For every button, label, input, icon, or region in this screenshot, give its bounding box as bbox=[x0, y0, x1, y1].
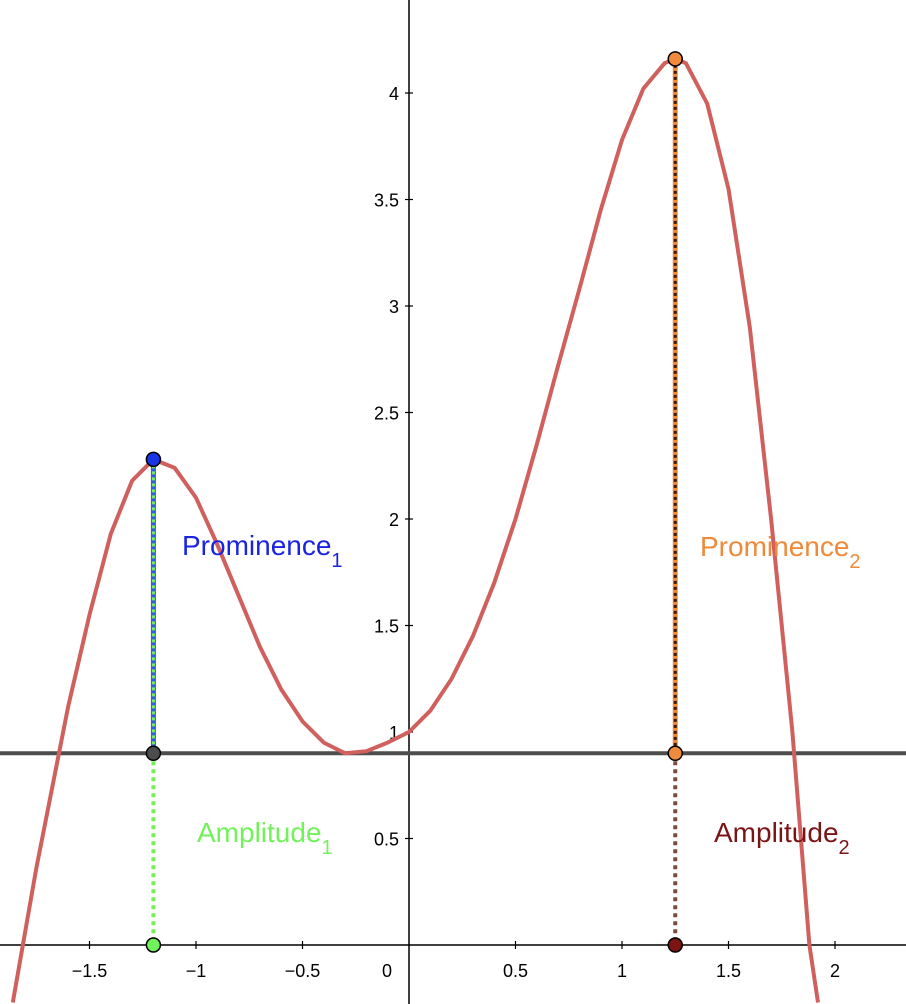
x-tick-label: −0.5 bbox=[285, 961, 321, 981]
marker-points bbox=[145, 51, 683, 953]
prominence-label: Prominence1 bbox=[182, 530, 343, 572]
y-tick-label: 3.5 bbox=[374, 191, 399, 211]
base-point bbox=[667, 745, 683, 762]
y-tick-label: 1 bbox=[389, 723, 399, 743]
x-tick-label: 1.5 bbox=[716, 961, 741, 981]
y-tick-label: 0.5 bbox=[374, 830, 399, 850]
base-point bbox=[145, 745, 162, 762]
peak-labels: Prominence1 Amplitude1 Prominence2 Amplitud… bbox=[182, 530, 861, 859]
function-curve bbox=[10, 56, 820, 1003]
x-tick-label: −1 bbox=[186, 961, 207, 981]
y-tick-label: 2.5 bbox=[374, 404, 399, 424]
foot-point bbox=[145, 937, 162, 953]
y-tick-label: 2 bbox=[389, 510, 399, 530]
peak-point bbox=[667, 51, 683, 67]
x-tick-label: 0.5 bbox=[503, 961, 528, 981]
y-tick-label: 1.5 bbox=[374, 617, 399, 637]
peak-point bbox=[145, 451, 162, 468]
prominence-label: Prominence2 bbox=[700, 531, 861, 573]
foot-point bbox=[667, 937, 683, 953]
amplitude-label: Amplitude2 bbox=[714, 817, 850, 859]
x-tick-label: 1 bbox=[617, 961, 627, 981]
x-tick-label: 2 bbox=[830, 961, 840, 981]
x-tick-label: 0 bbox=[382, 961, 392, 981]
y-tick-label: 3 bbox=[389, 297, 399, 317]
x-tick-label: −1.5 bbox=[72, 961, 108, 981]
amplitude-label: Amplitude1 bbox=[197, 817, 333, 859]
y-tick-label: 4 bbox=[389, 84, 399, 104]
